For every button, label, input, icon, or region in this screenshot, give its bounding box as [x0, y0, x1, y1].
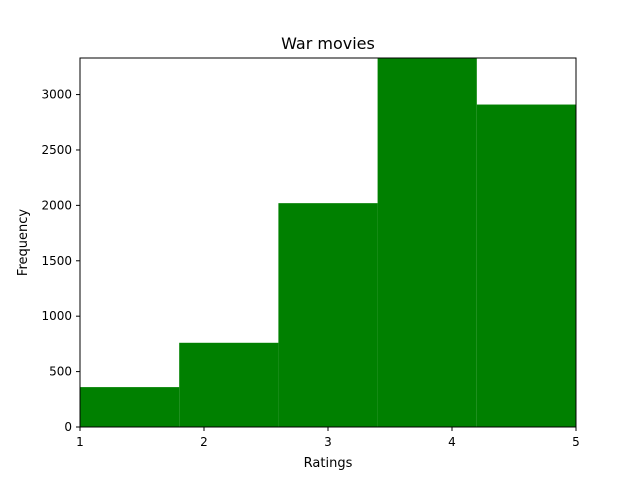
- plot-frame: [79, 57, 577, 428]
- x-tick-label: 3: [324, 435, 332, 449]
- bar-group: [80, 58, 576, 428]
- y-tick-label: 0: [64, 420, 72, 434]
- y-tick-label: 500: [49, 365, 72, 379]
- y-axis-label: Frequency: [16, 209, 31, 276]
- x-tick-label: 4: [448, 435, 456, 449]
- y-axis-ticks: 0 500 1000 1500 2000 2500 3000: [41, 88, 80, 434]
- y-tick-label: 2500: [41, 143, 72, 157]
- histogram-bar: [179, 342, 279, 427]
- histogram-bar: [278, 203, 378, 427]
- x-axis-ticks: 1 2 3 4 5: [76, 427, 580, 449]
- chart-title: War movies: [281, 34, 375, 53]
- x-axis-label: Ratings: [304, 456, 353, 471]
- y-tick-label: 1000: [41, 309, 72, 323]
- y-tick-label: 2000: [41, 198, 72, 212]
- x-tick-label: 2: [200, 435, 208, 449]
- histogram-bar: [80, 387, 180, 427]
- x-tick-label: 5: [572, 435, 580, 449]
- x-tick-label: 1: [76, 435, 84, 449]
- histogram-bar: [476, 104, 576, 428]
- histogram-bar: [377, 58, 477, 427]
- y-tick-label: 3000: [41, 88, 72, 102]
- y-tick-label: 1500: [41, 254, 72, 268]
